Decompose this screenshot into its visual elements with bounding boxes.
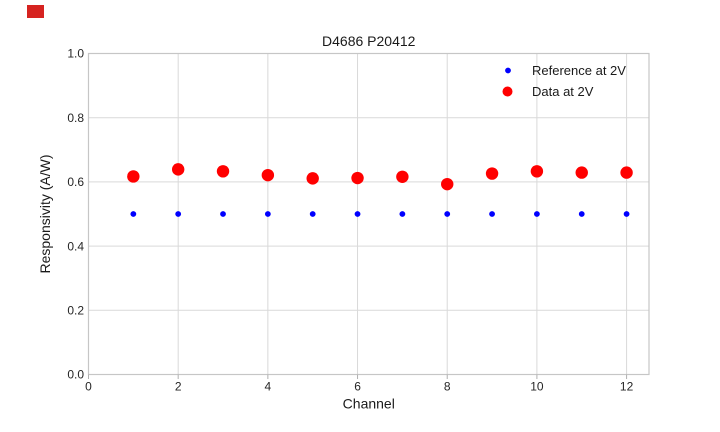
- data-point: [220, 211, 226, 217]
- data-point: [444, 211, 451, 217]
- data-point: [623, 211, 630, 217]
- x-tick-label: 4: [265, 380, 272, 394]
- y-tick-label: 0.8: [67, 111, 84, 125]
- data-point: [309, 211, 316, 217]
- data-point: [261, 168, 275, 182]
- data-point: [351, 171, 364, 185]
- legend-marker-reference: [505, 67, 511, 74]
- legend: Reference at 2V Data at 2V: [502, 63, 626, 99]
- data-point: [578, 211, 585, 217]
- grid-layer: [88, 53, 649, 375]
- red-marker: [27, 5, 44, 18]
- data-point: [489, 211, 495, 217]
- y-tick-label: 0.2: [67, 304, 84, 318]
- chart-title: D4686 P20412: [322, 33, 416, 49]
- data-point: [396, 170, 409, 183]
- data-point: [441, 177, 454, 191]
- x-tick-label: 8: [444, 380, 451, 394]
- x-tick-label: 10: [530, 380, 544, 394]
- data-point: [485, 167, 499, 180]
- plot-border: [87, 52, 650, 376]
- data-point: [175, 211, 182, 217]
- points-layer: [127, 163, 633, 217]
- x-tick-label: 0: [85, 380, 92, 394]
- data-point: [216, 165, 230, 178]
- y-axis-label: Responsivity (A/W): [37, 154, 53, 273]
- legend-marker-data: [502, 86, 513, 97]
- legend-label-data: Data at 2V: [532, 84, 594, 99]
- data-point: [306, 172, 319, 185]
- data-point: [575, 166, 588, 179]
- data-point: [620, 166, 633, 179]
- y-tick-label: 0.0: [67, 368, 84, 382]
- data-point: [354, 211, 361, 217]
- legend-label-reference: Reference at 2V: [532, 63, 626, 78]
- x-tick-label: 6: [354, 380, 361, 394]
- x-axis-label: Channel: [343, 396, 395, 412]
- x-tick-label: 12: [620, 380, 634, 394]
- data-point: [534, 211, 540, 217]
- data-point: [399, 211, 406, 217]
- data-point: [171, 163, 185, 176]
- x-tick-label: 2: [175, 380, 182, 394]
- data-point: [264, 211, 271, 217]
- data-point: [530, 165, 544, 178]
- data-point: [127, 170, 140, 183]
- tick-layer: [88, 374, 628, 379]
- y-tick-label: 1.0: [67, 47, 84, 61]
- data-point: [130, 211, 137, 217]
- y-tick-label: 0.4: [67, 239, 84, 253]
- tick-label-layer: 0 2 4 6 8 10 12 0.0 0.2 0.4 0.6 0.8 1.0: [67, 47, 633, 394]
- y-tick-label: 0.6: [67, 175, 84, 189]
